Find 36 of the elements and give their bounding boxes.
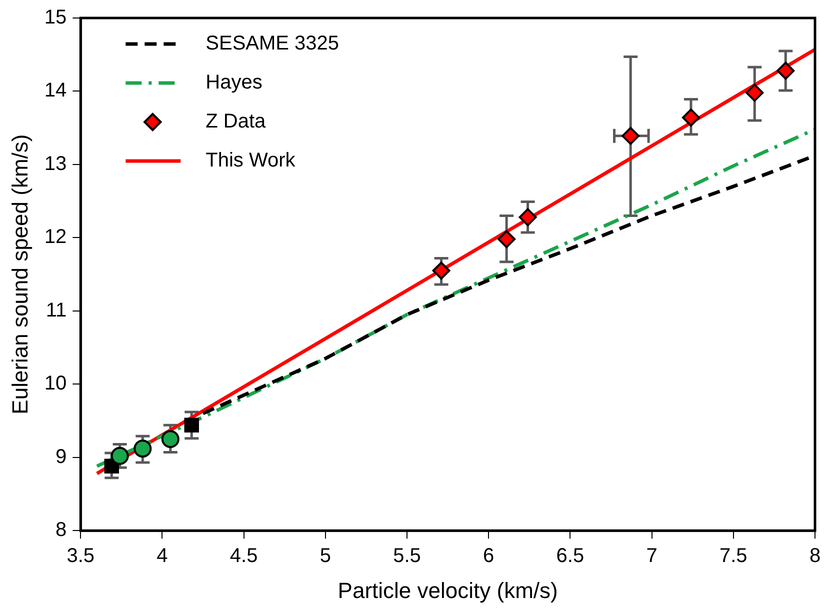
point	[432, 262, 450, 280]
point	[134, 440, 152, 458]
x-tick-label: 6	[483, 545, 494, 568]
x-tick-label: 8	[809, 545, 821, 568]
y-tick-label: 13	[44, 152, 67, 175]
y-tick-label: 15	[44, 6, 67, 29]
point	[622, 126, 640, 145]
x-tick-label: 4	[156, 545, 168, 568]
x-tick-label: 4.5	[230, 545, 258, 568]
y-tick-label: 14	[44, 80, 67, 102]
x-tick-label: 5	[320, 545, 331, 568]
x-tick-label: 5.5	[393, 545, 421, 568]
x-tick-label: 3.5	[66, 545, 95, 568]
point	[110, 446, 129, 465]
x-tick-label: 7.5	[720, 545, 748, 568]
y-tick-label: 11	[46, 299, 67, 322]
x-axis-title: Particle velocity (km/s)	[338, 578, 558, 603]
legend-label: Z Data	[206, 110, 267, 133]
legend-label: SESAME 3325	[206, 32, 340, 55]
legend-label: This Work	[206, 150, 296, 172]
point	[161, 430, 180, 448]
point	[746, 84, 764, 102]
line-series	[95, 128, 815, 468]
x-tick-label: 7	[646, 545, 658, 568]
x-tick-label: 6.5	[556, 545, 584, 568]
point	[518, 208, 537, 226]
y-tick-label: 9	[56, 446, 67, 468]
y-tick-label: 12	[44, 226, 67, 248]
point	[498, 230, 516, 248]
y-axis-title: Eulerian sound speed (km/s)	[7, 134, 32, 414]
point	[776, 62, 795, 80]
legend-label: Hayes	[206, 72, 262, 94]
y-tick-label: 10	[44, 372, 67, 395]
point	[682, 108, 700, 127]
y-tick-label: 8	[56, 519, 67, 542]
point	[184, 418, 199, 433]
